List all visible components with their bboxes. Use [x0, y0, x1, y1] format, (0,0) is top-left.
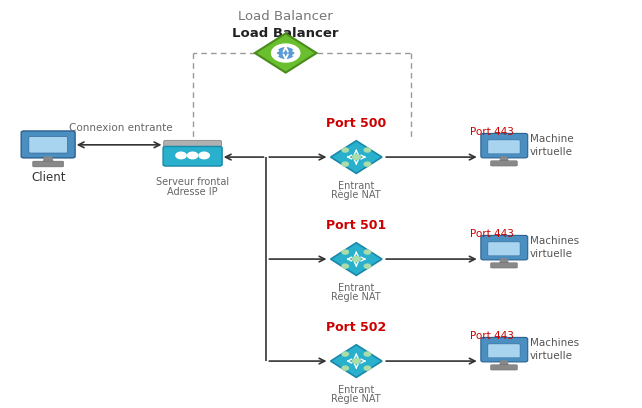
Circle shape [364, 162, 370, 166]
Text: Règle NAT: Règle NAT [331, 292, 381, 302]
Polygon shape [42, 156, 54, 163]
FancyBboxPatch shape [488, 344, 520, 358]
Text: Machine
virtuelle: Machine virtuelle [530, 134, 573, 157]
Text: Port 443: Port 443 [471, 229, 514, 239]
Circle shape [342, 352, 349, 356]
Text: Entrant: Entrant [338, 181, 374, 191]
Polygon shape [499, 360, 509, 366]
Circle shape [342, 148, 349, 152]
Circle shape [352, 359, 360, 364]
FancyBboxPatch shape [163, 146, 222, 166]
Circle shape [364, 250, 370, 254]
FancyBboxPatch shape [21, 131, 75, 158]
Circle shape [364, 148, 370, 152]
Text: Machines
virtuelle: Machines virtuelle [530, 236, 579, 259]
Text: Port 443: Port 443 [471, 127, 514, 137]
Circle shape [342, 366, 349, 370]
Circle shape [364, 366, 370, 370]
Circle shape [352, 257, 360, 262]
Text: Client: Client [31, 171, 65, 184]
Polygon shape [331, 141, 382, 173]
Text: Machines
virtuelle: Machines virtuelle [530, 338, 579, 361]
Circle shape [176, 152, 186, 159]
Polygon shape [499, 258, 509, 264]
Text: Port 501: Port 501 [326, 219, 386, 232]
FancyBboxPatch shape [490, 263, 517, 268]
Circle shape [364, 264, 370, 268]
Polygon shape [331, 345, 382, 377]
Circle shape [187, 152, 198, 159]
Text: Load Balancer: Load Balancer [232, 27, 339, 40]
FancyBboxPatch shape [481, 235, 528, 260]
FancyBboxPatch shape [481, 337, 528, 362]
Text: Connexion entrante: Connexion entrante [69, 123, 172, 133]
Text: Port 502: Port 502 [326, 321, 386, 334]
FancyBboxPatch shape [490, 365, 517, 370]
Text: Entrant: Entrant [338, 385, 374, 395]
Circle shape [277, 48, 294, 58]
Circle shape [342, 264, 349, 268]
FancyBboxPatch shape [29, 137, 67, 153]
Text: Port 443: Port 443 [471, 331, 514, 341]
Circle shape [364, 352, 370, 356]
Circle shape [342, 162, 349, 166]
Text: Entrant: Entrant [338, 283, 374, 293]
Text: Règle NAT: Règle NAT [331, 190, 381, 200]
FancyBboxPatch shape [488, 140, 520, 154]
Circle shape [199, 152, 209, 159]
Text: Serveur frontal: Serveur frontal [156, 177, 229, 187]
Circle shape [352, 155, 360, 160]
Circle shape [342, 250, 349, 254]
Text: Adresse IP: Adresse IP [168, 187, 218, 197]
FancyBboxPatch shape [33, 161, 64, 167]
FancyBboxPatch shape [481, 133, 528, 158]
Polygon shape [331, 243, 382, 275]
FancyBboxPatch shape [490, 161, 517, 166]
Circle shape [272, 44, 300, 62]
Text: Port 500: Port 500 [326, 117, 386, 130]
Text: Règle NAT: Règle NAT [331, 394, 381, 404]
Polygon shape [255, 33, 317, 73]
FancyBboxPatch shape [488, 242, 520, 256]
FancyBboxPatch shape [164, 140, 221, 150]
Polygon shape [499, 156, 509, 162]
Text: Load Balancer: Load Balancer [238, 10, 333, 23]
